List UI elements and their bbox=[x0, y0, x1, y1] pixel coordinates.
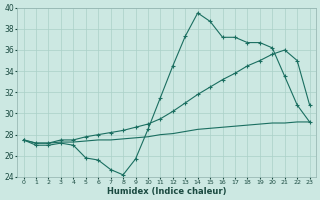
X-axis label: Humidex (Indice chaleur): Humidex (Indice chaleur) bbox=[107, 187, 226, 196]
